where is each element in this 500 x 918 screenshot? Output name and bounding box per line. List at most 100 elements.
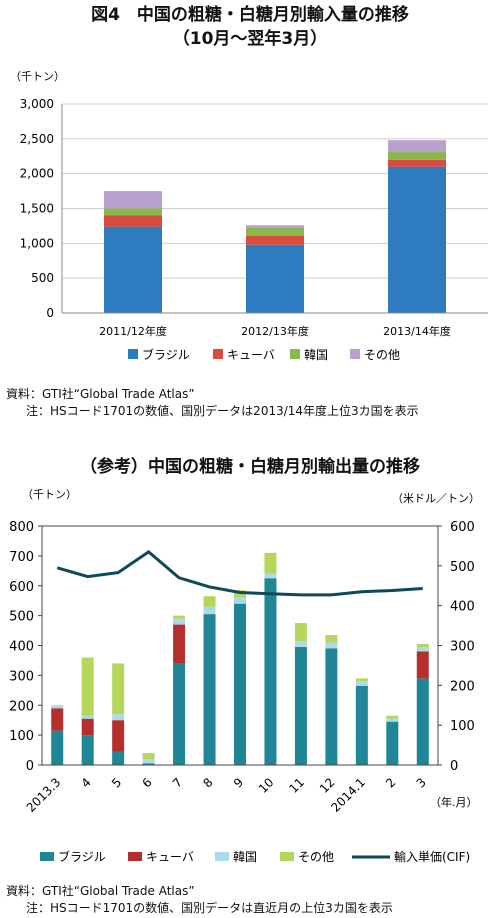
- bar-segment: [112, 720, 125, 752]
- x-tick-label: 2012/13年度: [241, 324, 309, 338]
- x-axis-unit-label: （年.月）: [430, 795, 478, 809]
- bar-segment: [51, 705, 64, 709]
- x-tick-label: 8: [200, 775, 215, 790]
- bar-segment: [294, 646, 307, 765]
- y-tick-label: 700: [9, 550, 34, 565]
- legend-label: ブラジル: [142, 347, 190, 362]
- y2-tick-label: 600: [450, 520, 475, 535]
- bar-segment: [51, 708, 64, 731]
- y2-tick-label: 400: [450, 600, 475, 615]
- y-axis-unit-label: （千トン）: [10, 70, 65, 83]
- left-axis-unit-label: （千トン）: [22, 488, 77, 501]
- legend-swatch: [290, 349, 300, 359]
- bar-segment: [388, 166, 446, 313]
- price-line: [56, 550, 423, 597]
- bar-segment: [246, 225, 304, 228]
- x-tick-label: 2011/12年度: [99, 324, 167, 338]
- figure4-subtitle: （10月～翌年3月）: [172, 29, 328, 49]
- legend-label: その他: [364, 348, 400, 362]
- bar-segment: [142, 759, 155, 764]
- bar-segment: [246, 244, 304, 313]
- bar-segment: [416, 644, 429, 647]
- y-tick-label: 0: [46, 306, 54, 320]
- legend-swatch: [40, 852, 54, 861]
- y-tick-label: 2,500: [20, 132, 54, 146]
- figure4-source: 資料：GTI社“Global Trade Atlas”: [6, 387, 195, 401]
- bar-segment: [81, 718, 94, 736]
- bar-segment: [246, 227, 304, 236]
- bar-segment: [142, 763, 155, 765]
- bar-segment: [234, 603, 246, 765]
- bar-segment: [325, 635, 338, 643]
- bar-segment: [81, 657, 94, 716]
- y-tick-label: 1,000: [20, 236, 54, 250]
- x-tick-label: 2: [383, 775, 398, 790]
- y-tick-label: 2,000: [20, 167, 54, 181]
- bar-segment: [264, 573, 277, 579]
- bar-segment: [104, 226, 162, 313]
- reference-title: （参考）中国の粗糖・白糖月別輸出量の推移: [80, 457, 420, 477]
- x-tick-label: 4: [79, 775, 94, 790]
- bar-segment: [173, 615, 186, 619]
- y-tick-label: 1,500: [20, 202, 54, 216]
- bar-segment: [81, 715, 94, 719]
- bar-segment: [386, 718, 399, 722]
- x-tick-label: 2013/14年度: [383, 324, 451, 338]
- bar-segment: [81, 735, 94, 765]
- y-tick-label: 100: [9, 729, 34, 744]
- legend-swatch: [350, 349, 360, 359]
- x-tick-label: 5: [109, 775, 124, 790]
- bar-segment: [112, 714, 125, 721]
- bar-segment: [173, 618, 186, 625]
- bar-segment: [142, 753, 155, 760]
- legend-swatch: [213, 349, 223, 359]
- bar-segment: [416, 678, 429, 765]
- y-tick-label: 500: [31, 271, 54, 285]
- bar-segment: [325, 648, 338, 765]
- x-tick-label: 10: [256, 775, 277, 796]
- y-tick-label: 600: [9, 580, 34, 595]
- bar-segment: [104, 208, 162, 216]
- x-tick-label: 7: [170, 775, 185, 790]
- figure4-note: 注：HSコード1701の数値、国別データは2013/14年度上位3カ国を表示: [26, 404, 419, 418]
- bar-segment: [112, 663, 125, 715]
- bar-segment: [203, 596, 216, 607]
- y-tick-label: 500: [9, 610, 34, 625]
- bar-segment: [388, 152, 446, 160]
- bar-segment: [416, 651, 429, 679]
- bar-segment: [388, 159, 446, 167]
- bar-segment: [355, 681, 368, 686]
- y-tick-label: 800: [9, 520, 34, 535]
- bar-segment: [112, 751, 125, 765]
- y-tick-label: 400: [9, 640, 34, 655]
- x-tick-label: 3: [414, 775, 429, 790]
- y-tick-label: 200: [9, 699, 34, 714]
- bar-segment: [246, 235, 304, 245]
- y2-tick-label: 300: [450, 640, 475, 655]
- x-tick-label: 9: [231, 775, 246, 790]
- legend-label: キューバ: [227, 348, 275, 362]
- bar-segment: [234, 597, 246, 604]
- y2-tick-label: 0: [450, 759, 458, 774]
- bar-segment: [355, 678, 368, 682]
- bar-segment: [416, 646, 429, 652]
- legend-label: 韓国: [233, 850, 257, 864]
- legend-swatch: [128, 349, 138, 359]
- bar-segment: [203, 614, 216, 765]
- legend-swatch: [280, 852, 294, 861]
- y-tick-label: 0: [26, 759, 34, 774]
- legend-swatch: [128, 852, 142, 861]
- y-tick-label: 3,000: [20, 97, 54, 111]
- figure4-title: 図4 中国の粗糖・白糖月別輸入量の推移: [91, 5, 409, 25]
- bar-segment: [173, 663, 186, 765]
- legend-label: 輸入単価(CIF): [394, 849, 470, 864]
- bar-segment: [294, 641, 307, 647]
- legend-label: 韓国: [304, 348, 328, 362]
- y-tick-label: 300: [9, 669, 34, 684]
- legend-label: その他: [298, 850, 334, 864]
- y2-tick-label: 100: [450, 719, 475, 734]
- reference-note: 注：HSコード1701の数値、国別データは直近月の上位3カ国を表示: [26, 901, 393, 915]
- x-tick-label: 2014.1: [328, 775, 368, 815]
- bar-segment: [203, 606, 216, 615]
- y2-tick-label: 200: [450, 679, 475, 694]
